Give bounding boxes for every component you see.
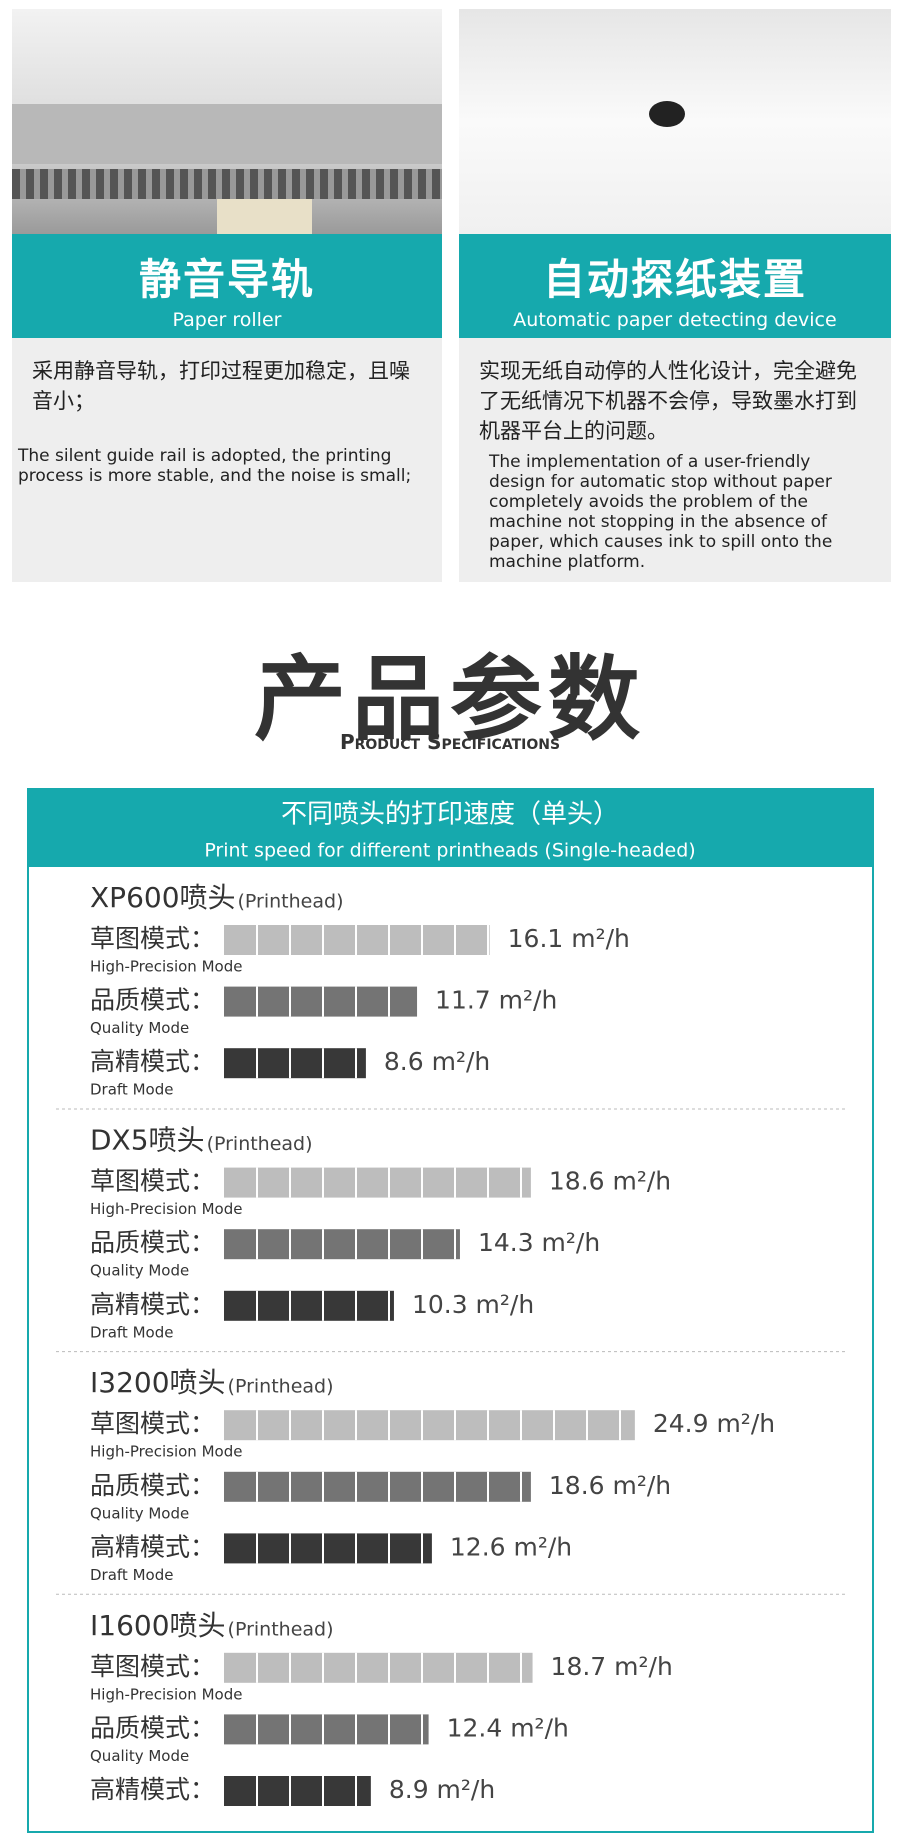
value-label: 14.3 m²/h [478,1228,600,1257]
feature-subtitle: Paper roller [172,309,282,331]
feature-title: 自动探纸装置 [542,255,807,304]
printhead-note: (Printhead) [228,1618,334,1640]
bar [224,1167,531,1198]
mode-label: 草图模式： [90,1409,215,1438]
value-label: 16.1 m²/h [508,924,630,953]
mode-label: 草图模式： [90,924,215,953]
bar [224,1229,460,1260]
bar [224,1290,394,1321]
mode-label: 高精模式： [90,1047,215,1076]
mode-label-en: High-Precision Mode [90,1443,242,1461]
rack [12,169,442,199]
value-label: 18.6 m²/h [549,1167,671,1196]
printhead-name: I3200喷头 [90,1366,226,1399]
mode-label-en: High-Precision Mode [90,958,242,976]
mode-label: 品质模式： [90,986,215,1015]
feature-text-cn: 实现无纸自动停的人性化设计，完全避免了无纸情况下机器不会停，导致墨水打到机器平台… [479,359,857,443]
chart-subtitle: Print speed for different printheads (Si… [204,840,695,862]
section-subtitle: Product Specifications [339,730,561,754]
feature-body: 实现无纸自动停的人性化设计，完全避免了无纸情况下机器不会停，导致墨水打到机器平台… [459,338,891,582]
chart-header [28,789,873,867]
printhead-note: (Printhead) [207,1133,313,1155]
mode-label-en: Draft Mode [90,1081,173,1099]
sensor-photo [459,9,891,234]
mode-label-en: Quality Mode [90,1019,189,1037]
printhead-name: XP600喷头 [90,881,236,914]
mode-label: 品质模式： [90,1713,215,1742]
printhead-note: (Printhead) [228,1376,334,1398]
bar [224,1652,533,1683]
rail-photo [12,9,442,234]
mode-label-en: High-Precision Mode [90,1200,242,1218]
mode-label-en: Draft Mode [90,1323,173,1341]
bar [224,1714,429,1745]
value-label: 12.4 m²/h [447,1713,569,1742]
value-label: 8.9 m²/h [389,1775,495,1804]
feature-band: 自动探纸装置 Automatic paper detecting device [459,234,891,338]
value-label: 12.6 m²/h [450,1532,572,1561]
mode-label-en: Quality Mode [90,1262,189,1280]
mode-label: 草图模式： [90,1652,215,1681]
block [217,199,312,234]
mode-label: 高精模式： [90,1532,215,1561]
value-label: 11.7 m²/h [435,986,557,1015]
printhead-note: (Printhead) [238,891,344,913]
chart-title: 不同喷头的打印速度（单头） [281,800,619,830]
bar [224,1776,371,1806]
mode-label: 高精模式： [90,1290,215,1319]
printhead-name: DX5喷头 [90,1124,205,1157]
sensor [649,101,685,127]
rail [12,104,442,164]
feature-band: 静音导轨 Paper roller [12,234,442,338]
mode-label-en: High-Precision Mode [90,1685,242,1703]
bar [224,1048,366,1079]
value-label: 10.3 m²/h [412,1290,534,1319]
bar [224,1410,635,1441]
feature-body: 采用静音导轨，打印过程更加稳定，且噪音小； The silent guide r… [12,338,442,582]
mode-label: 品质模式： [90,1471,215,1500]
mode-label-en: Draft Mode [90,1566,173,1584]
value-label: 24.9 m²/h [653,1409,775,1438]
feature-text-en: The silent guide rail is adopted, the pr… [18,446,412,486]
feature-title: 静音导轨 [138,255,315,304]
mode-label: 品质模式： [90,1228,215,1257]
feature-subtitle: Automatic paper detecting device [513,309,837,331]
bar [224,1533,432,1564]
mode-label: 高精模式： [90,1775,215,1804]
mode-label-en: Quality Mode [90,1747,189,1765]
bar [224,1471,531,1502]
mode-label: 草图模式： [90,1167,215,1196]
feature-text-en: The implementation of a user-friendly de… [489,452,833,572]
value-label: 8.6 m²/h [384,1047,490,1076]
value-label: 18.7 m²/h [551,1652,673,1681]
value-label: 18.6 m²/h [549,1471,671,1500]
feature-text-cn: 采用静音导轨，打印过程更加稳定，且噪音小； [32,359,410,413]
section-title: 产品参数 [253,646,646,753]
printhead-name: I1600喷头 [90,1609,226,1642]
mode-label-en: Quality Mode [90,1504,189,1522]
